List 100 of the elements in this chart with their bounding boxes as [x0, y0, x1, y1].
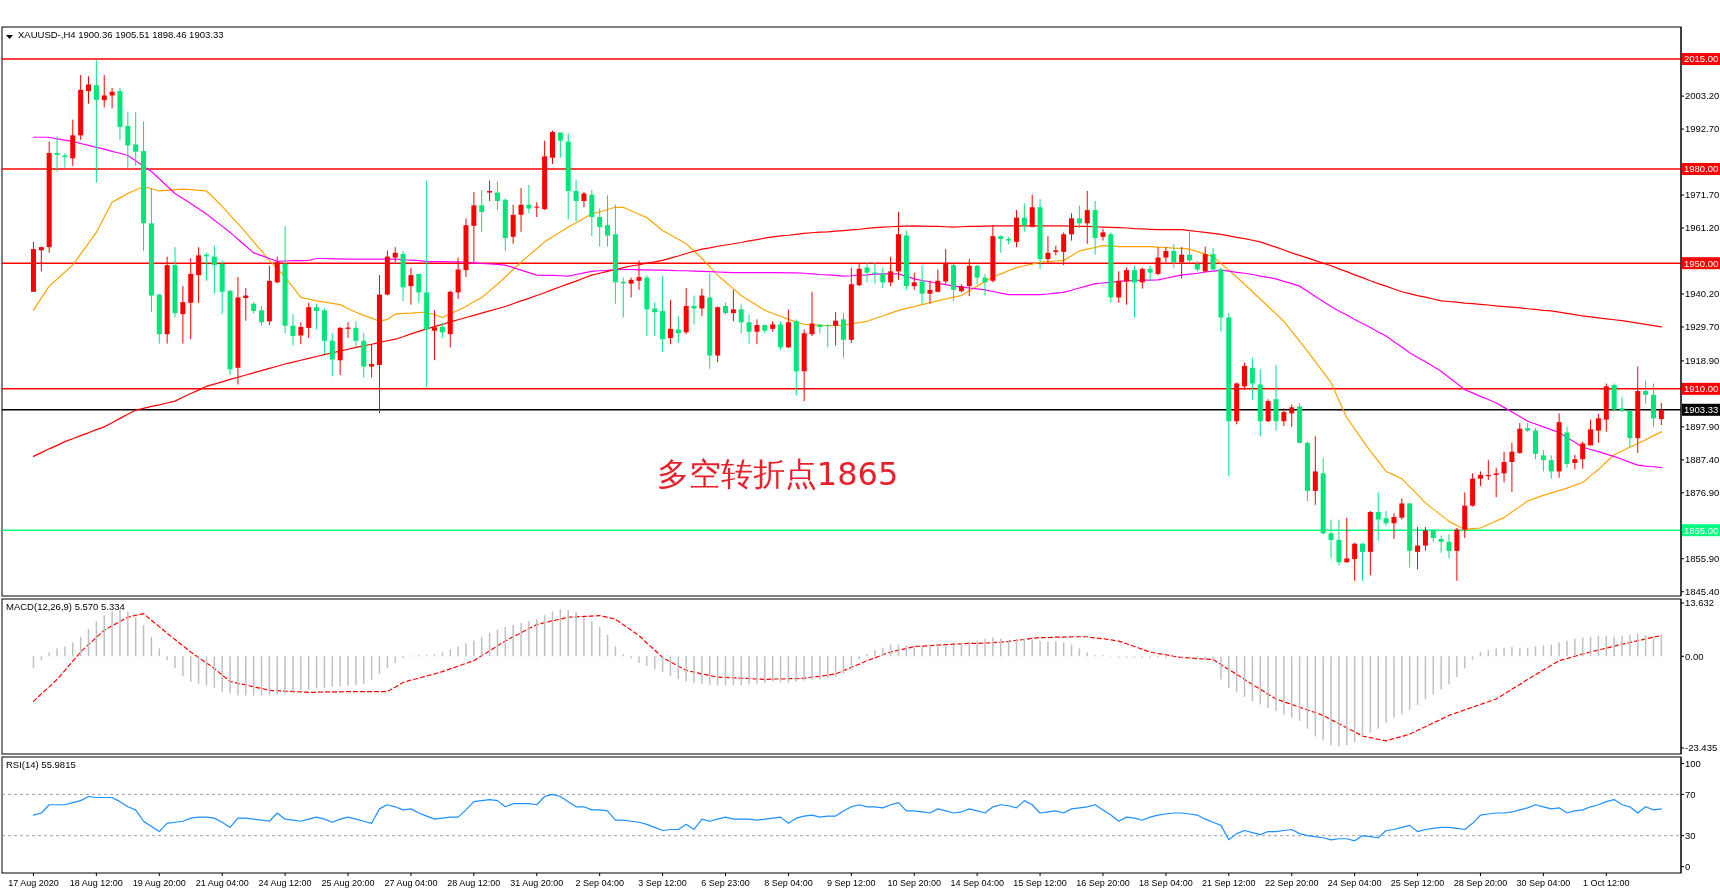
candlestick — [1650, 383, 1656, 428]
y-tick-label: 100 — [1685, 757, 1701, 769]
candlestick — [259, 305, 265, 327]
candlestick — [1281, 407, 1287, 427]
candlestick — [86, 75, 92, 105]
candlestick — [1391, 512, 1397, 540]
candlestick — [1116, 270, 1122, 304]
x-tick-label: 24 Aug 12:00 — [258, 878, 312, 888]
x-tick-label: 24 Sep 04:00 — [1327, 878, 1382, 888]
candlestick — [408, 267, 414, 306]
x-tick-label: 2 Sep 04:00 — [575, 878, 624, 888]
candlestick — [526, 184, 532, 214]
candlestick — [825, 323, 831, 348]
candlestick — [211, 245, 217, 295]
y-tick-label: 1940.20 — [1685, 288, 1720, 300]
candlestick — [62, 152, 68, 169]
x-tick-label: 14 Sep 04:00 — [950, 878, 1004, 888]
candlestick — [1265, 398, 1271, 423]
candlestick — [1399, 497, 1405, 520]
candlestick — [353, 320, 359, 347]
candlestick — [1124, 267, 1130, 306]
x-tick-label: 6 Sep 23:00 — [701, 878, 750, 888]
candlestick — [1501, 451, 1507, 483]
x-tick-label: 17 Aug 2020 — [8, 878, 59, 888]
x-tick-label: 3 Sep 12:00 — [638, 878, 687, 888]
x-tick-label: 25 Sep 12:00 — [1390, 878, 1445, 888]
candlestick — [1658, 402, 1664, 426]
candlestick — [1076, 205, 1082, 229]
candlestick — [494, 181, 500, 211]
chart-title: XAUUSD-,H4 1900.36 1905.51 1898.46 1903.33 — [18, 29, 224, 40]
candlestick — [329, 332, 335, 377]
y-tick-label: 1855.90 — [1685, 553, 1720, 565]
x-tick-label: 21 Sep 12:00 — [1202, 878, 1256, 888]
x-tick-label: 21 Aug 04:00 — [195, 878, 249, 888]
candlestick — [1533, 427, 1539, 460]
candlestick — [557, 132, 563, 159]
candlestick — [833, 311, 839, 346]
x-tick-label: 16 Sep 20:00 — [1076, 878, 1130, 888]
candlestick — [1336, 519, 1342, 567]
candlestick — [919, 265, 925, 305]
candlestick — [730, 289, 736, 322]
y-tick-label: 1961.20 — [1685, 222, 1720, 234]
y-tick-label: 1845.40 — [1685, 586, 1720, 598]
candlestick — [667, 299, 673, 345]
candlestick — [1273, 364, 1279, 432]
candlestick — [1344, 517, 1350, 564]
x-tick-label: 28 Aug 12:00 — [447, 878, 501, 888]
candlestick — [1422, 526, 1428, 552]
y-tick-label: 13.632 — [1685, 597, 1715, 609]
candlestick — [1462, 491, 1468, 539]
y-tick-label: 0.00 — [1685, 650, 1704, 662]
candlestick — [1438, 535, 1444, 554]
candlestick — [809, 291, 815, 337]
ref-line-label: 1910.00 — [1684, 383, 1719, 395]
candlestick — [133, 111, 139, 167]
y-tick-label: 1876.90 — [1685, 487, 1720, 499]
candlestick — [589, 189, 595, 237]
chart-title: MACD(12,26,9) 5.570 5.334 — [6, 601, 125, 612]
ref-line-label: 1980.00 — [1684, 163, 1719, 175]
candlestick — [471, 191, 477, 263]
line-series — [32, 793, 1662, 842]
x-tick-label: 1 Oct 12:00 — [1583, 878, 1630, 888]
candlestick — [699, 288, 705, 317]
candlestick — [101, 74, 107, 108]
x-tick-label: 15 Sep 12:00 — [1013, 878, 1067, 888]
candlestick — [125, 111, 131, 169]
candlestick — [628, 277, 634, 298]
candlestick — [518, 187, 524, 233]
candlestick — [1021, 203, 1027, 233]
line-series — [32, 613, 1662, 742]
candlestick — [416, 273, 422, 304]
candlestick — [864, 261, 870, 283]
candlestick — [369, 343, 375, 379]
line-series — [32, 185, 1662, 531]
ref-line-label: 1865.00 — [1684, 524, 1719, 536]
candlestick — [1171, 243, 1177, 269]
candlestick — [927, 280, 933, 305]
x-tick-label: 10 Sep 20:00 — [887, 878, 942, 888]
candlestick — [54, 135, 60, 172]
candlestick — [534, 201, 540, 218]
candlestick — [1375, 491, 1381, 542]
candlestick — [314, 303, 320, 330]
x-tick-label: 27 Aug 04:00 — [384, 878, 438, 888]
candlestick — [306, 302, 312, 339]
candlestick — [840, 312, 846, 359]
x-tick-label: 8 Sep 04:00 — [764, 878, 813, 888]
y-tick-label: 1897.90 — [1685, 421, 1720, 433]
ref-line-label: 1950.00 — [1684, 257, 1719, 269]
y-tick-label: -23.435 — [1685, 742, 1718, 754]
candlestick — [597, 208, 603, 248]
candlestick — [1588, 419, 1594, 446]
chart-title: RSI(14) 55.9815 — [6, 759, 76, 770]
candlestick — [1352, 542, 1358, 582]
x-tick-label: 19 Aug 20:00 — [132, 878, 186, 888]
candlestick — [605, 194, 611, 248]
x-tick-label: 9 Sep 12:00 — [827, 878, 876, 888]
y-tick-label: 1992.70 — [1685, 123, 1720, 135]
ref-line-label: 1903.33 — [1684, 404, 1719, 416]
candlestick — [290, 313, 296, 346]
x-tick-label: 22 Sep 20:00 — [1264, 878, 1319, 888]
